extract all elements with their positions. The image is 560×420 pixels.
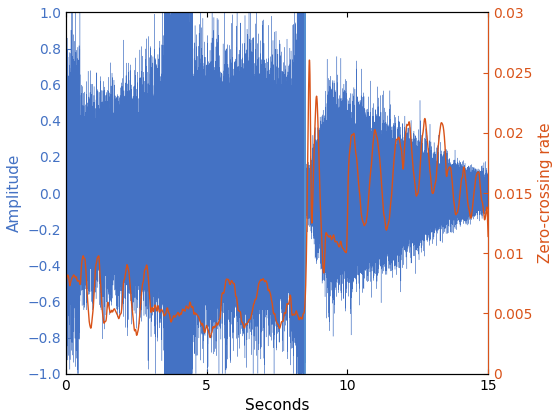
- Y-axis label: Zero-crossing rate: Zero-crossing rate: [538, 123, 553, 263]
- Y-axis label: Amplitude: Amplitude: [7, 154, 22, 232]
- X-axis label: Seconds: Seconds: [245, 398, 309, 413]
